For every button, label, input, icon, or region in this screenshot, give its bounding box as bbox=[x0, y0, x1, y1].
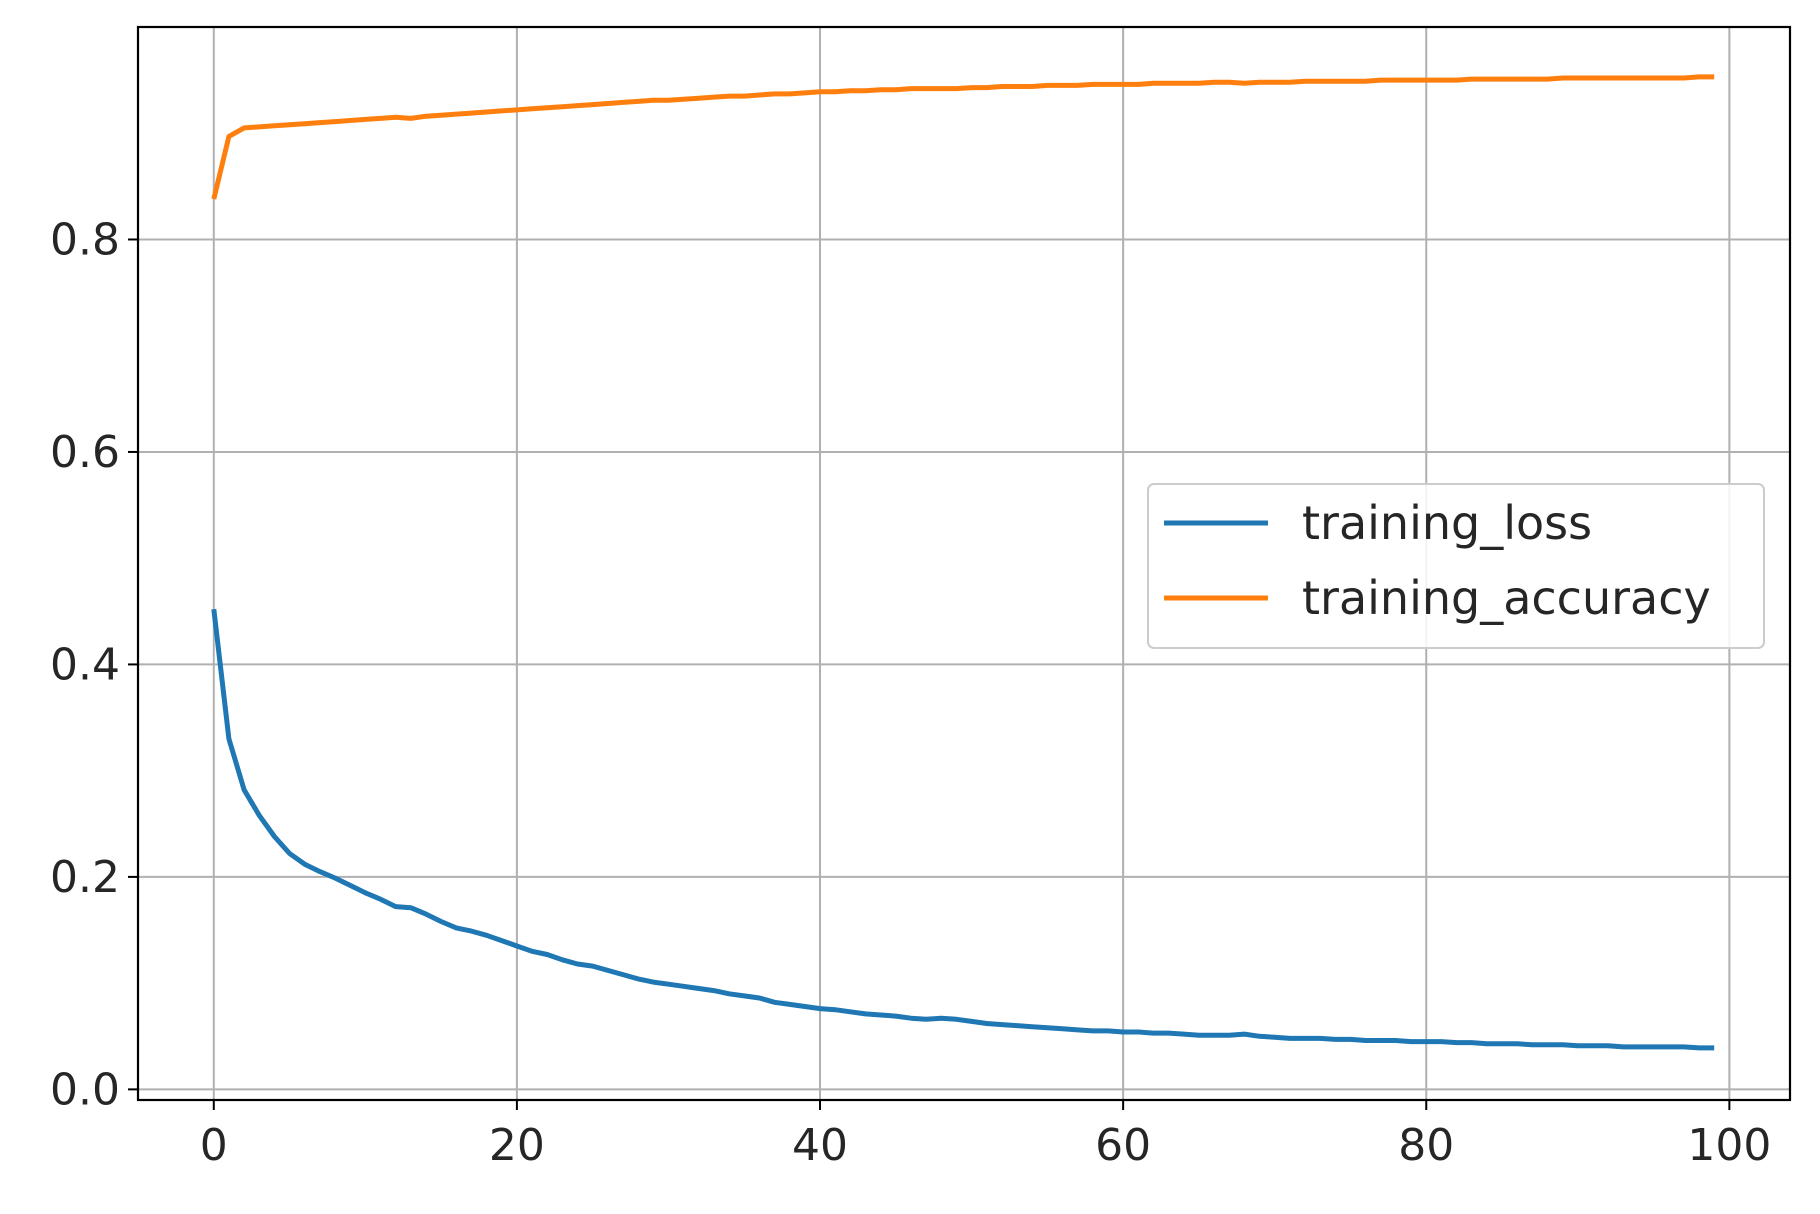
legend: training_loss training_accuracy bbox=[1147, 483, 1765, 649]
series-line-training-loss bbox=[211, 608, 1715, 1051]
x-tick-label: 20 bbox=[489, 1120, 545, 1171]
y-tick-label: 0.4 bbox=[50, 639, 120, 690]
y-tick-label: 0.6 bbox=[50, 427, 120, 478]
legend-box bbox=[1147, 483, 1765, 649]
x-tick-label: 80 bbox=[1398, 1120, 1454, 1171]
legend-label-training-accuracy: training_accuracy bbox=[1302, 571, 1711, 625]
x-tick-label: 40 bbox=[792, 1120, 848, 1171]
series-line-training-accuracy bbox=[211, 74, 1715, 200]
y-tick-label: 0.0 bbox=[50, 1064, 120, 1115]
legend-label-training-loss: training_loss bbox=[1302, 496, 1592, 550]
x-tick-label: 60 bbox=[1095, 1120, 1151, 1171]
y-tick-label: 0.8 bbox=[50, 214, 120, 265]
x-tick-label: 100 bbox=[1687, 1120, 1771, 1171]
axis-ticks: 0 20 40 60 80 100 0.0 0.2 0.4 0.6 0.8 bbox=[50, 214, 1771, 1171]
series-lines bbox=[211, 74, 1715, 1051]
y-tick-label: 0.2 bbox=[50, 852, 120, 903]
axes-frame bbox=[136, 25, 1792, 1102]
x-tick-label: 0 bbox=[200, 1120, 228, 1171]
